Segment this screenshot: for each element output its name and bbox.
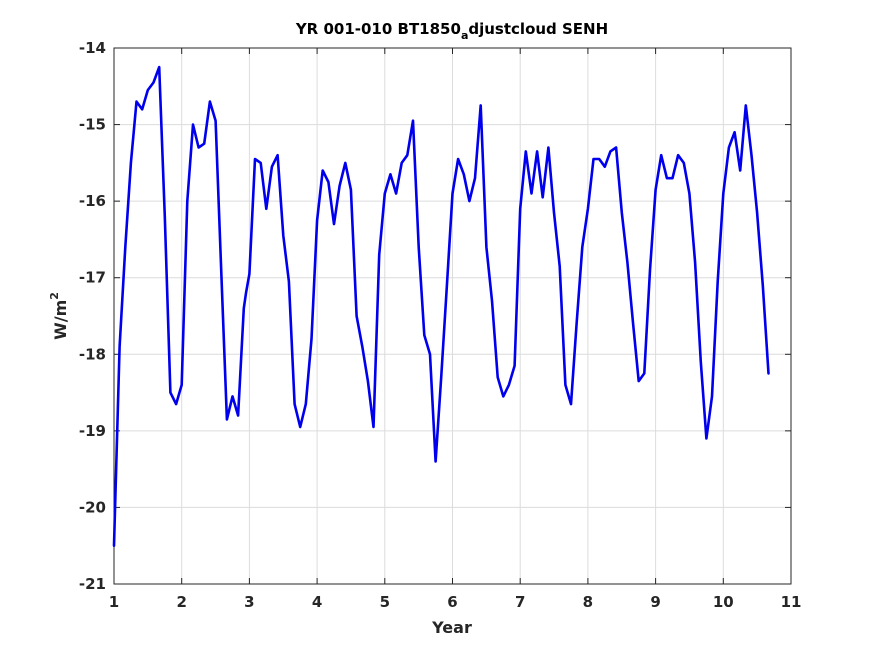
y-tick-label: -17	[79, 269, 106, 287]
chart-title-main: YR 001-010 BT1850	[295, 20, 461, 38]
y-axis-label: W/m2	[48, 292, 70, 340]
y-axis-label-superscript: 2	[48, 292, 61, 300]
y-tick-label: -16	[79, 192, 106, 210]
x-tick-label: 7	[515, 593, 525, 611]
x-tick-label: 10	[713, 593, 734, 611]
y-tick-label: -21	[79, 575, 106, 593]
chart-title-subscript: a	[461, 29, 468, 42]
y-axis-label-main: W/m	[51, 300, 70, 340]
y-tick-label: -14	[79, 39, 106, 57]
x-tick-label: 11	[781, 593, 802, 611]
x-tick-label: 2	[176, 593, 186, 611]
y-tick-labels: -21 -20 -19 -18 -17 -16 -15 -14	[79, 39, 106, 593]
x-tick-label: 4	[312, 593, 322, 611]
x-tick-label: 5	[380, 593, 390, 611]
x-tick-label: 8	[583, 593, 593, 611]
y-tick-label: -18	[79, 345, 106, 363]
y-tick-label: -19	[79, 422, 106, 440]
x-axis-label: Year	[431, 618, 472, 637]
y-tick-label: -15	[79, 116, 106, 134]
x-tick-label: 3	[244, 593, 254, 611]
x-tick-label: 6	[447, 593, 457, 611]
x-tick-label: 9	[650, 593, 660, 611]
x-tick-labels: 1 2 3 4 5 6 7 8 9 10 11	[109, 593, 802, 611]
chart-title: YR 001-010 BT1850adjustcloud SENH	[295, 20, 608, 42]
x-tick-label: 1	[109, 593, 119, 611]
chart-title-rest: djustcloud SENH	[468, 20, 608, 38]
y-tick-label: -20	[79, 498, 106, 516]
data-line	[112, 65, 770, 547]
